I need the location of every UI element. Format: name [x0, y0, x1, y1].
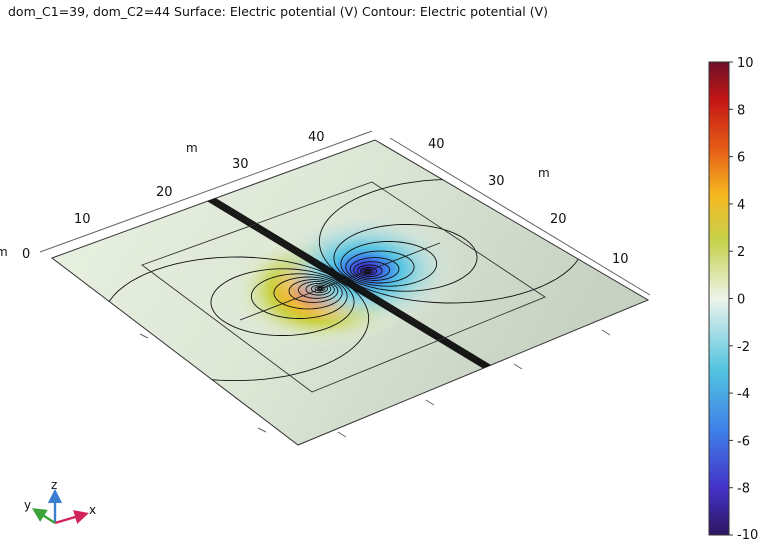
left-tick-20: 20	[156, 185, 173, 200]
triad-x-axis	[54, 510, 89, 525]
colorbar: 10 8 6 4 2 0 -2 -4 -6 -8 -10	[708, 56, 758, 540]
colorbar-tick-label: 10	[737, 56, 754, 71]
colorbar-tick-label: 2	[737, 245, 745, 260]
contour-line	[362, 268, 374, 275]
right-axis-labels: 40 30 20 10 m	[428, 137, 629, 267]
colorbar-tick-label: 6	[737, 151, 745, 166]
left-tick-30: 30	[232, 157, 249, 172]
plot-title: dom_C1=39, dom_C2=44 Surface: Electric p…	[8, 4, 549, 19]
axis-triad: z x y	[24, 478, 96, 525]
axis-frame	[39, 130, 651, 296]
colorbar-gradient	[708, 61, 730, 536]
colorbar-tick-label: -6	[737, 434, 750, 449]
left-axis-unit: m	[186, 141, 198, 155]
contour-line	[250, 273, 348, 319]
contour-line	[310, 284, 329, 294]
triad-y-label: y	[24, 498, 31, 512]
left-tick-10: 10	[74, 212, 91, 227]
left-tick-40: 40	[308, 130, 325, 145]
colorbar-tick-label: -10	[737, 528, 758, 540]
stray-unit-label: m	[0, 245, 8, 259]
surface-plot	[50, 139, 650, 446]
right-tick-20: 20	[550, 212, 567, 227]
triad-z-label: z	[51, 478, 57, 492]
center-line	[239, 242, 441, 321]
contour-line	[364, 269, 372, 274]
contour-line	[288, 279, 339, 303]
triad-y-axis	[31, 508, 56, 525]
triad-x-label: x	[89, 503, 96, 517]
right-axis-unit: m	[538, 166, 550, 180]
contour-line	[305, 282, 332, 296]
contour-line	[359, 266, 378, 276]
contour-line	[210, 268, 355, 336]
contour-line	[316, 286, 324, 291]
left-axis-labels: 0 10 20 30 40 m m	[0, 130, 325, 262]
contour-line	[273, 276, 343, 310]
right-tick-30: 30	[488, 174, 505, 189]
colorbar-tick-label: 0	[737, 293, 745, 308]
contour-line	[298, 281, 335, 299]
colorbar-tick-label: -2	[737, 340, 750, 355]
colorbar-tick-label: -4	[737, 387, 750, 402]
right-tick-10: 10	[612, 252, 629, 267]
colorbar-tick-label: 4	[737, 198, 745, 213]
colorbar-ticks: 10 8 6 4 2 0 -2 -4 -6 -8 -10	[729, 56, 758, 540]
colorbar-tick-label: 8	[737, 103, 745, 118]
contour-line	[314, 285, 326, 292]
right-tick-40: 40	[428, 137, 445, 152]
colorbar-tick-label: -8	[737, 482, 750, 497]
edge-ticks	[139, 329, 611, 438]
inner-boundary	[141, 181, 546, 393]
left-tick-0: 0	[22, 247, 30, 262]
contour-line	[318, 287, 323, 290]
